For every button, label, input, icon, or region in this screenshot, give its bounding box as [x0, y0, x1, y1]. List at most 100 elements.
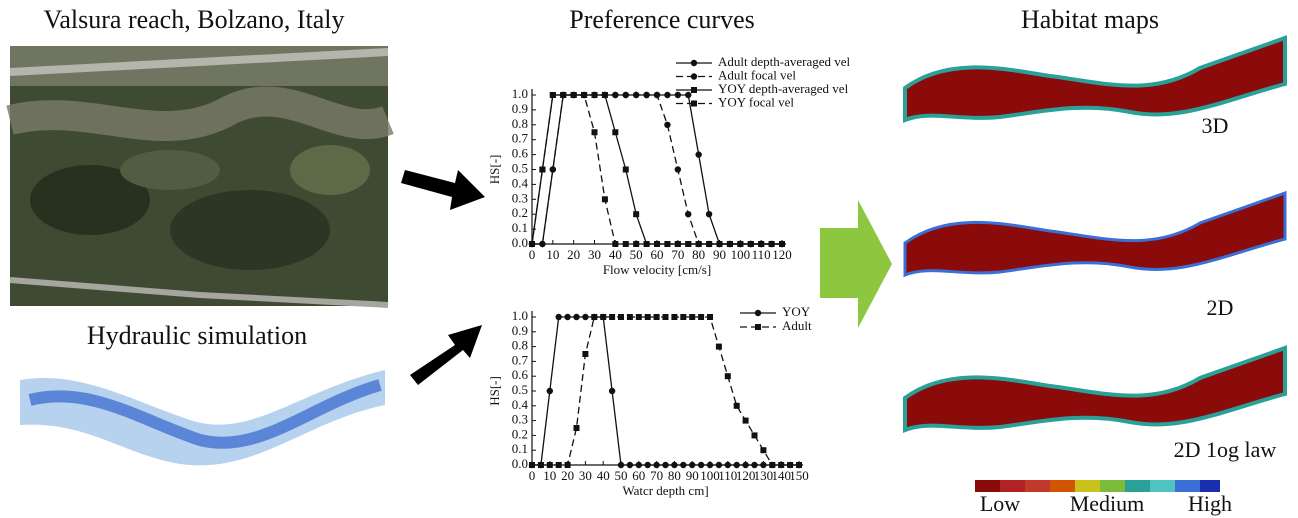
x-tick-label: 40: [609, 247, 622, 262]
colorbar-label: Low: [980, 491, 1020, 516]
y-tick-label: 0.3: [512, 412, 528, 427]
marker: [601, 92, 608, 98]
marker: [653, 91, 661, 99]
colorbar-label: Medium: [1070, 491, 1145, 516]
marker: [546, 387, 553, 395]
x-tick-label: 80: [668, 468, 681, 483]
marker: [674, 166, 682, 173]
marker: [705, 211, 713, 218]
marker: [695, 241, 702, 247]
marker: [618, 314, 624, 320]
x-tick-label: 60: [651, 247, 664, 262]
y-tick-label: 0.5: [512, 382, 528, 397]
x-tick-label: 90: [713, 247, 726, 262]
series-line: [532, 94, 782, 245]
habitat-map: [903, 36, 1287, 432]
marker: [760, 447, 767, 454]
marker: [549, 166, 557, 173]
x-tick-label: 120: [772, 247, 792, 262]
x-tick-label: 70: [650, 468, 663, 483]
marker: [662, 461, 669, 469]
x-tick-label: 50: [615, 468, 628, 483]
panel-title: Valsura reach, Bolzano, Italy: [43, 5, 344, 34]
marker: [591, 92, 598, 98]
marker: [633, 211, 640, 218]
y-axis-label: HS[-]: [487, 155, 502, 185]
marker: [582, 313, 589, 321]
colorbar-label: High: [1188, 491, 1232, 516]
marker: [609, 314, 616, 320]
marker: [539, 240, 546, 248]
marker: [671, 461, 678, 469]
y-tick-label: 0.2: [512, 205, 528, 220]
marker: [581, 92, 588, 98]
x-tick-label: 100: [700, 468, 720, 483]
y-tick-label: 0.0: [512, 456, 528, 471]
x-tick-label: 50: [630, 247, 643, 262]
marker: [573, 313, 580, 321]
y-tick-label: 0.4: [512, 175, 529, 190]
legend-marker: [691, 100, 697, 107]
y-axis-label: HS[-]: [487, 376, 502, 406]
marker: [796, 462, 802, 468]
legend-marker: [754, 309, 762, 317]
marker: [769, 462, 776, 468]
marker: [560, 92, 567, 98]
legend-marker: [755, 324, 761, 330]
map-label: 2D 1og law: [1174, 437, 1277, 462]
x-axis-label: Flow velocity [cm/s]: [603, 262, 711, 277]
x-tick-label: 120: [736, 468, 756, 483]
marker: [726, 241, 733, 247]
y-tick-label: 0.7: [512, 131, 529, 146]
x-tick-label: 10: [543, 468, 556, 483]
y-tick-label: 0.2: [512, 426, 528, 441]
x-tick-label: 10: [546, 247, 559, 262]
marker: [707, 314, 713, 320]
x-tick-label: 100: [731, 247, 751, 262]
marker: [591, 129, 598, 136]
y-tick-label: 0.1: [512, 220, 528, 235]
marker: [546, 462, 553, 468]
x-tick-label: 150: [789, 468, 809, 483]
marker: [724, 461, 731, 469]
marker: [654, 241, 660, 247]
marker: [644, 314, 651, 320]
marker: [608, 387, 616, 395]
marker: [697, 461, 705, 469]
x-tick-label: 0: [529, 468, 536, 483]
marker: [529, 462, 535, 468]
marker: [716, 241, 723, 247]
marker: [664, 241, 671, 247]
legend-label: Adult focal vel: [718, 67, 796, 82]
marker: [622, 91, 629, 99]
marker: [582, 351, 589, 357]
series-line: [532, 316, 799, 466]
legend-label: YOY focal vel: [718, 94, 794, 109]
marker: [706, 461, 714, 469]
marker: [733, 461, 740, 469]
legend-label: Adult: [782, 318, 812, 333]
marker: [787, 462, 794, 468]
x-tick-label: 110: [718, 468, 737, 483]
marker: [695, 151, 702, 158]
marker: [742, 461, 749, 469]
marker: [626, 314, 633, 320]
x-tick-label: 20: [567, 247, 580, 262]
x-tick-label: 30: [588, 247, 601, 262]
y-tick-label: 0.5: [512, 160, 528, 175]
y-tick-label: 1.0: [512, 308, 528, 323]
x-tick-label: 90: [686, 468, 699, 483]
panel-title: Hydraulic simulation: [87, 321, 307, 350]
marker: [747, 241, 754, 247]
marker: [698, 314, 705, 320]
x-tick-label: 140: [771, 468, 791, 483]
marker: [664, 121, 671, 128]
marker: [601, 196, 608, 203]
marker: [570, 92, 577, 98]
x-tick-label: 70: [671, 247, 684, 262]
marker: [689, 314, 696, 320]
colorbar: [975, 480, 1220, 492]
y-tick-label: 0.1: [512, 441, 528, 456]
marker: [555, 313, 562, 321]
marker: [715, 461, 723, 469]
